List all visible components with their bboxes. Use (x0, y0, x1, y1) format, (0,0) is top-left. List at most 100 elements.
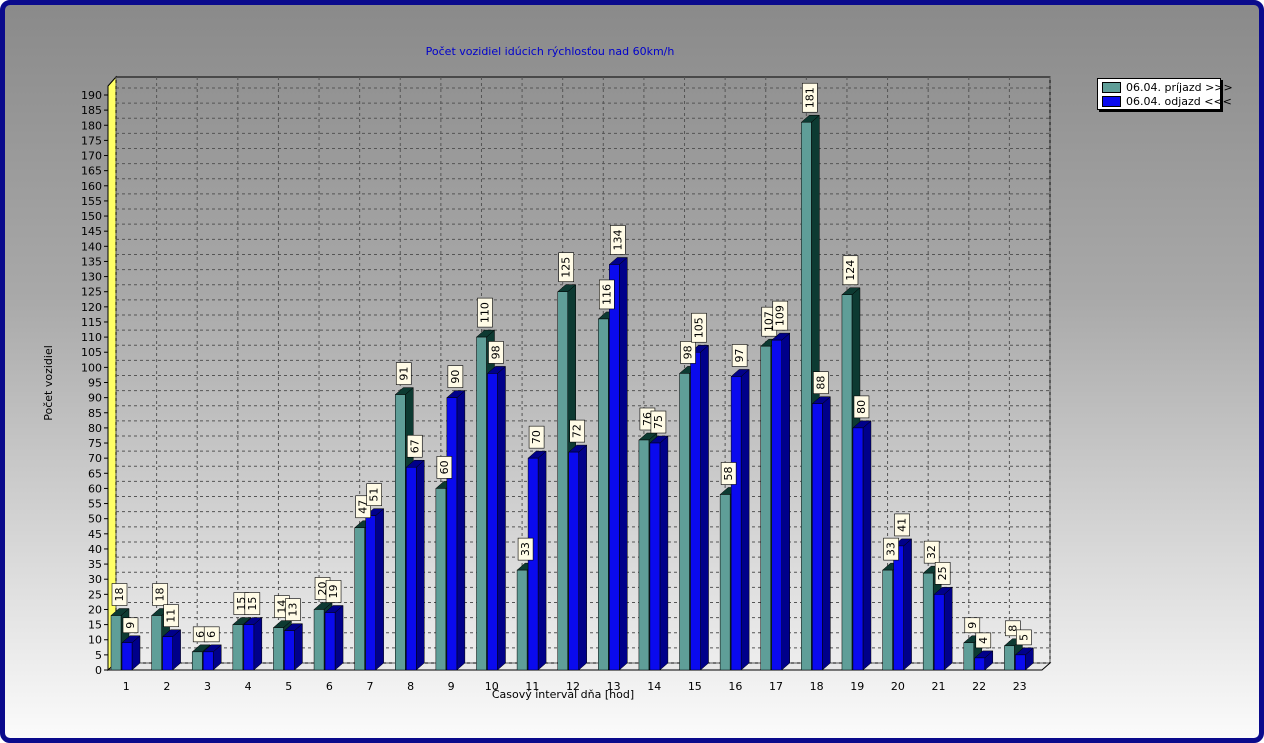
x-tick-label: 19 (850, 680, 864, 693)
y-tick-label: 145 (81, 225, 102, 238)
bar-front (922, 572, 934, 671)
y-tick-label: 0 (95, 664, 102, 677)
data-label-box (285, 598, 301, 621)
y-tick-label: 5 (95, 649, 102, 662)
y-tick-label: 180 (81, 119, 102, 132)
bar-front (476, 336, 487, 671)
bar-departure (649, 435, 669, 671)
y-tick-label: 170 (81, 150, 102, 163)
data-label-box (366, 483, 382, 506)
bar-front (273, 627, 284, 671)
bar-front (730, 376, 742, 671)
bar-front (121, 642, 133, 671)
chart-title: Počet vozidiel idúcich rýchlosťou nad 60… (426, 45, 675, 58)
bar-front (435, 488, 447, 671)
bar-front (568, 451, 579, 671)
data-label-box (772, 300, 789, 331)
data-label: 11 (163, 604, 179, 628)
data-label-box (813, 371, 829, 394)
data-label-box (517, 537, 534, 561)
data-label-box (650, 410, 667, 434)
bar-chart: Počet vozidiel idúcich rýchlosťou nad 60… (42, 45, 1052, 701)
bar-front (151, 615, 162, 671)
x-tick-label: 11 (525, 680, 539, 693)
bar-front (649, 442, 661, 671)
data-label-text: 18 (113, 588, 126, 602)
data-label: 80 (853, 395, 870, 419)
x-tick-label: 15 (688, 680, 702, 693)
data-label: 116 (599, 279, 615, 310)
data-label-box (853, 395, 870, 419)
x-tick-label: 21 (931, 680, 945, 693)
bar-front (284, 630, 295, 671)
data-label-text: 41 (896, 518, 909, 532)
x-tick-label: 18 (810, 680, 824, 693)
y-tick-labels: 0 5 10 15 20 25 30 35 40 45 50 55 60 65 70 75 80 85 90 95 10… (81, 89, 102, 677)
data-label-text: 4 (977, 637, 990, 644)
x-axis-label: Časový interval dňa [hod] (492, 688, 634, 701)
bar-front (516, 569, 528, 671)
data-label-box (883, 537, 899, 561)
bar-front (406, 466, 417, 671)
bar-departure (527, 450, 547, 671)
data-label: 9 (964, 617, 981, 634)
y-tick-label: 15 (88, 619, 102, 632)
x-tick-label: 23 (1013, 680, 1027, 693)
y-tick-label: 155 (81, 195, 102, 208)
data-label-box (934, 562, 951, 585)
y-tick-label: 55 (88, 498, 102, 511)
y-tick-label: 75 (88, 437, 102, 450)
bar-front (557, 291, 568, 671)
data-label-text: 19 (327, 585, 340, 599)
bar-side (822, 396, 831, 671)
bar-front (812, 403, 823, 671)
bar-side (416, 459, 425, 671)
data-label: 19 (325, 580, 342, 603)
bar-front (446, 397, 458, 671)
bar-front (963, 642, 975, 671)
bar-front (719, 494, 731, 671)
y-tick-label: 125 (81, 286, 102, 299)
bar-front (760, 345, 771, 671)
data-label-text: 67 (408, 439, 421, 453)
data-label: 181 (802, 82, 818, 113)
data-label-box (975, 632, 992, 649)
data-label: 41 (894, 513, 910, 537)
data-label-text: 15 (246, 597, 259, 611)
legend-item-departure: 06.04. odjazd <<< (1102, 94, 1232, 108)
x-tick-label: 13 (607, 680, 621, 693)
data-label: 60 (436, 456, 453, 479)
bar-front (841, 294, 853, 671)
data-label-box (244, 592, 261, 615)
bar-side (943, 586, 953, 671)
bar-front (365, 515, 376, 671)
y-tick-label: 160 (81, 180, 102, 193)
y-tick-label: 120 (81, 301, 102, 314)
bar-front (324, 612, 336, 671)
data-label-text: 25 (936, 566, 949, 580)
x-tick-labels: 1 2 3 4 5 6 7 8 9 10 11 12 13 14 15 16 17 18 19 20 21 22 23 (123, 680, 1027, 693)
data-label-text: 109 (774, 305, 787, 326)
data-label: 18 (152, 583, 168, 606)
bars (110, 114, 1035, 671)
data-label-text: 98 (682, 345, 695, 359)
data-label: 134 (610, 225, 626, 255)
data-label-text: 134 (611, 229, 624, 250)
y-tick-label: 175 (81, 134, 102, 147)
y-tick-label: 65 (88, 467, 102, 480)
y-tick-label: 40 (88, 543, 102, 556)
data-label-text: 9 (966, 622, 979, 629)
bar-departure (405, 459, 425, 671)
data-label-text: 32 (925, 545, 938, 559)
bar-front (110, 615, 122, 671)
bar-front (202, 651, 214, 671)
data-label-text: 80 (855, 400, 868, 414)
bar-front (882, 569, 893, 671)
data-label: 90 (447, 365, 464, 388)
data-label: 6 (203, 626, 220, 643)
data-label-text: 60 (438, 460, 451, 474)
bar-departure (811, 396, 832, 671)
legend-swatch-arrival (1102, 81, 1121, 93)
x-tick-label: 14 (647, 680, 661, 693)
